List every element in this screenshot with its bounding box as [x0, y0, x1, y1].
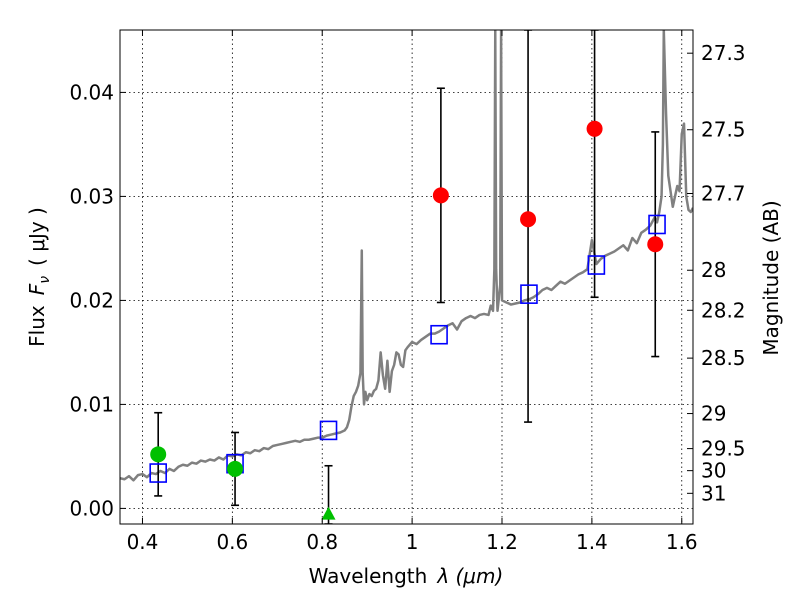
y-tick-label: 0.02 — [69, 288, 114, 312]
y-axis-label-symbol: F — [25, 283, 49, 295]
model-flux-square — [430, 324, 448, 345]
nir-detection-point — [520, 211, 537, 228]
x-tick-label: 0.6 — [216, 530, 248, 554]
y-axis-label: Flux Fν ( μJy ) — [25, 207, 53, 347]
y2-tick-label: 29 — [701, 402, 726, 426]
y-axis-label-subscript: ν — [37, 276, 53, 284]
y2-tick-label: 30 — [701, 459, 726, 483]
nir-detection-point — [432, 187, 449, 204]
nir-detection-point — [586, 120, 603, 137]
y2-tick-label: 29.5 — [701, 437, 746, 461]
x-tick-label: 1 — [406, 530, 419, 554]
x-tick-label: 0.4 — [127, 530, 159, 554]
y-axis-label-unit: ( μJy ) — [25, 207, 49, 266]
y-tick-label: 0.01 — [69, 392, 114, 416]
detection-point — [150, 446, 167, 463]
y2-tick-label: 28.5 — [701, 346, 746, 370]
y2-tick-label: 28 — [701, 258, 726, 282]
y-axis-label-text: Flux — [25, 305, 49, 347]
upper-limit-triangle — [321, 506, 336, 520]
plot-frame — [119, 29, 694, 525]
y-tick-label: 0.03 — [69, 184, 114, 208]
model-flux-square — [587, 255, 606, 275]
y-tick-label: 0.00 — [69, 496, 114, 520]
y2-axis-label: Magnitude (AB) — [759, 200, 783, 355]
y2-tick-label: 27.5 — [701, 118, 746, 142]
y2-tick-label: 31 — [701, 481, 726, 505]
model-flux-square — [520, 284, 538, 304]
detection-point — [227, 460, 244, 477]
y2-tick-label: 28.2 — [701, 298, 746, 322]
y-tick-label: 0.04 — [69, 80, 114, 104]
y2-tick-label: 27.7 — [701, 181, 746, 205]
x-tick-label: 1.2 — [486, 530, 518, 554]
model-flux-square — [648, 214, 666, 235]
model-flux-square — [149, 463, 167, 483]
x-axis-label-text: Wavelength — [309, 564, 428, 588]
x-axis-label-symbol: λ (μm) — [436, 564, 503, 588]
x-axis-label: Wavelength λ (μm) — [309, 564, 504, 588]
x-axis: 0.4 0.6 0.8 1 1.2 1.4 1.6 — [127, 30, 698, 554]
plot-area — [120, 30, 693, 524]
x-tick-label: 1.6 — [666, 530, 698, 554]
x-tick-label: 0.8 — [306, 530, 338, 554]
x-tick-label: 1.4 — [576, 530, 608, 554]
model-flux-square — [319, 420, 338, 441]
y2-tick-label: 27.3 — [701, 41, 746, 65]
y-axis: 0.00 0.01 0.02 0.03 0.04 — [69, 80, 126, 520]
nir-detection-point — [647, 236, 664, 253]
